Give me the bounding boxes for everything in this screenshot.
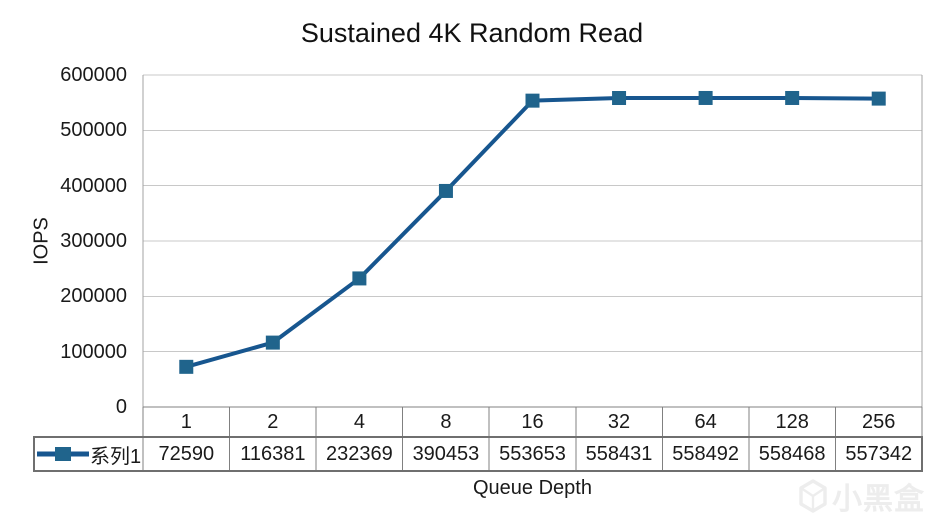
x-axis-title: Queue Depth: [473, 477, 592, 499]
series-value-cell: 553653: [499, 443, 566, 465]
y-axis-tick-label: 0: [115, 396, 127, 418]
series-value-cell: 116381: [240, 443, 306, 465]
y-axis-tick-label: 500000: [60, 119, 127, 142]
x-category-cell: 64: [694, 411, 717, 433]
series-line: [185, 95, 879, 369]
series-data-marker: [785, 90, 800, 105]
x-axis-category-row: 1 2 4 8 16 32 64 128 256: [143, 407, 922, 437]
series-value-cell: 558492: [672, 443, 739, 465]
series-data-marker: [612, 91, 627, 106]
y-axis-tick-label: 300000: [60, 230, 127, 252]
series-value-row: 72590 116381 232369 390453 553653 558431 55849…: [143, 437, 922, 471]
x-category-cell: 128: [775, 411, 809, 433]
series-data-marker: [179, 359, 194, 374]
series-data-marker: [265, 335, 280, 350]
series-data-marker: [438, 183, 453, 198]
legend-cell: 系列1: [34, 437, 143, 471]
x-category-cell: 256: [862, 411, 896, 433]
series-data-marker: [352, 271, 367, 286]
series-value-cell: 72590: [158, 443, 215, 465]
watermark-text: 小黑盒: [832, 483, 925, 516]
x-category-cell: 8: [440, 411, 452, 433]
x-category-cell: 32: [607, 411, 631, 433]
series-value-cell: 557342: [845, 443, 913, 465]
x-category-cell: 1: [180, 411, 192, 433]
series-value-cell: 232369: [326, 443, 393, 465]
series-value-cell: 390453: [412, 443, 480, 465]
x-category-cell: 16: [521, 411, 544, 433]
table-data-row-outline: [33, 436, 923, 472]
y-axis-tick-label: 200000: [60, 285, 127, 308]
watermark-logo-icon: [799, 479, 827, 513]
series-data-marker: [698, 90, 713, 105]
chart-title: Sustained 4K Random Read: [300, 18, 644, 48]
series-value-cell: 558468: [758, 443, 826, 465]
watermark: 小黑盒: [798, 474, 925, 518]
series-value-cell: 558431: [585, 443, 653, 465]
x-category-cell: 4: [353, 411, 365, 433]
y-axis-tick-label: 600000: [60, 64, 127, 86]
series-line-marker-icon: [37, 447, 89, 461]
legend-series-label: 系列1: [90, 445, 142, 468]
y-axis-tick-label: 100000: [60, 340, 127, 363]
y-axis-tick-label: 400000: [60, 174, 127, 197]
series-data-marker: [871, 91, 886, 106]
series-data-marker: [525, 93, 540, 108]
x-category-cell: 2: [267, 411, 279, 433]
